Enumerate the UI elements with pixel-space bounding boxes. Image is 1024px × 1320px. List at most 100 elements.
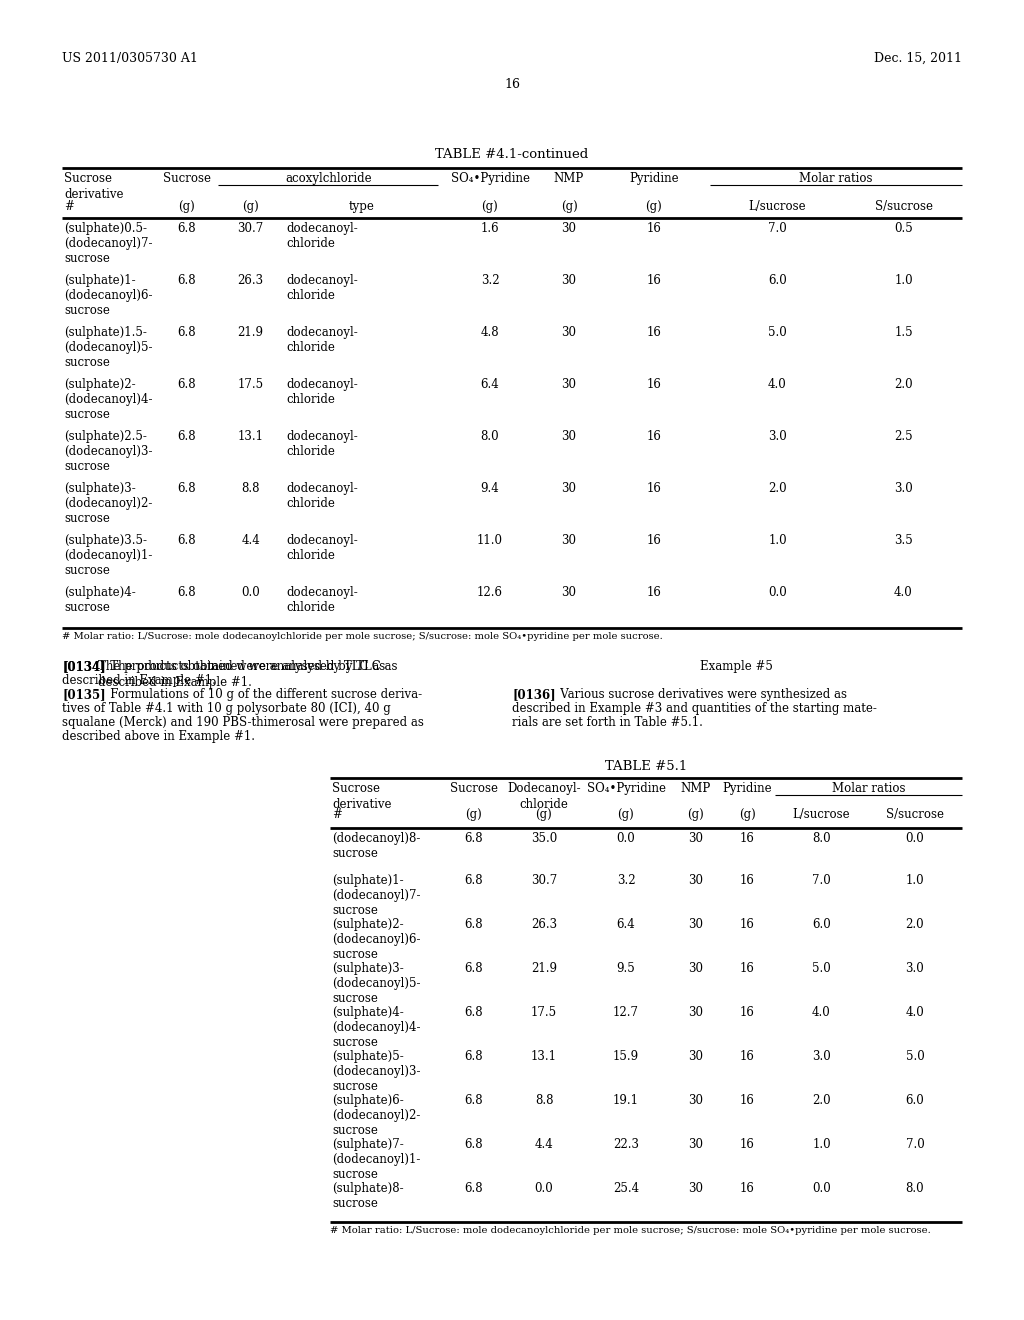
Text: #: # <box>332 808 342 821</box>
Text: 12.6: 12.6 <box>477 586 503 599</box>
Text: 7.0: 7.0 <box>812 874 830 887</box>
Text: 16: 16 <box>646 430 662 444</box>
Text: 30: 30 <box>561 482 577 495</box>
Text: 16: 16 <box>740 1181 755 1195</box>
Text: 8.0: 8.0 <box>905 1181 925 1195</box>
Text: (sulphate)2-
(dodecanoyl)4-
sucrose: (sulphate)2- (dodecanoyl)4- sucrose <box>63 378 153 421</box>
Text: dodecanoyl-
chloride: dodecanoyl- chloride <box>286 535 357 562</box>
Text: 21.9: 21.9 <box>531 962 557 975</box>
Text: 3.0: 3.0 <box>768 430 786 444</box>
Text: 30: 30 <box>688 874 703 887</box>
Text: 16: 16 <box>646 222 662 235</box>
Text: 16: 16 <box>740 874 755 887</box>
Text: SO₄•Pyridine: SO₄•Pyridine <box>587 781 666 795</box>
Text: 3.5: 3.5 <box>894 535 912 546</box>
Text: (g): (g) <box>536 808 552 821</box>
Text: Various sucrose derivatives were synthesized as: Various sucrose derivatives were synthes… <box>549 688 847 701</box>
Text: 30: 30 <box>561 535 577 546</box>
Text: 16: 16 <box>740 917 755 931</box>
Text: 6.0: 6.0 <box>905 1094 925 1107</box>
Text: 16: 16 <box>646 275 662 286</box>
Text: 30: 30 <box>561 586 577 599</box>
Text: L/sucrose: L/sucrose <box>793 808 850 821</box>
Text: 6.8: 6.8 <box>177 378 196 391</box>
Text: [0135]: [0135] <box>62 688 105 701</box>
Text: 0.0: 0.0 <box>535 1181 553 1195</box>
Text: 19.1: 19.1 <box>613 1094 639 1107</box>
Text: (g): (g) <box>481 201 499 213</box>
Text: 4.0: 4.0 <box>905 1006 925 1019</box>
Text: TABLE #4.1-continued: TABLE #4.1-continued <box>435 148 589 161</box>
Text: dodecanoyl-
chloride: dodecanoyl- chloride <box>286 586 357 614</box>
Text: 30: 30 <box>688 962 703 975</box>
Text: #: # <box>63 201 74 213</box>
Text: 16: 16 <box>646 378 662 391</box>
Text: 4.0: 4.0 <box>894 586 912 599</box>
Text: described in Example #3 and quantities of the starting mate-: described in Example #3 and quantities o… <box>512 702 877 715</box>
Text: Sucrose: Sucrose <box>450 781 498 795</box>
Text: 6.8: 6.8 <box>465 1094 483 1107</box>
Text: TABLE #5.1: TABLE #5.1 <box>605 760 687 774</box>
Text: 2.0: 2.0 <box>768 482 786 495</box>
Text: 30.7: 30.7 <box>238 222 263 235</box>
Text: 16: 16 <box>740 832 755 845</box>
Text: (g): (g) <box>617 808 635 821</box>
Text: 16: 16 <box>646 535 662 546</box>
Text: described in Example #1.: described in Example #1. <box>62 675 216 686</box>
Text: 6.0: 6.0 <box>812 917 830 931</box>
Text: 30: 30 <box>561 378 577 391</box>
Text: Dec. 15, 2011: Dec. 15, 2011 <box>874 51 962 65</box>
Text: 4.0: 4.0 <box>812 1006 830 1019</box>
Text: (sulphate)3-
(dodecanoyl)5-
sucrose: (sulphate)3- (dodecanoyl)5- sucrose <box>332 962 421 1005</box>
Text: NMP: NMP <box>681 781 711 795</box>
Text: Example #5: Example #5 <box>700 660 773 673</box>
Text: 30: 30 <box>688 1049 703 1063</box>
Text: 25.4: 25.4 <box>613 1181 639 1195</box>
Text: Pyridine: Pyridine <box>723 781 772 795</box>
Text: 6.8: 6.8 <box>177 586 196 599</box>
Text: (sulphate)4-
sucrose: (sulphate)4- sucrose <box>63 586 136 614</box>
Text: Sucrose
derivative: Sucrose derivative <box>63 172 124 201</box>
Text: (sulphate)1-
(dodecanoyl)6-
sucrose: (sulphate)1- (dodecanoyl)6- sucrose <box>63 275 153 317</box>
Text: acoxylchloride: acoxylchloride <box>286 172 373 185</box>
Text: 6.8: 6.8 <box>465 1138 483 1151</box>
Text: squalane (Merck) and 190 PBS-thimerosal were prepared as: squalane (Merck) and 190 PBS-thimerosal … <box>62 715 424 729</box>
Text: 4.8: 4.8 <box>480 326 500 339</box>
Text: 9.5: 9.5 <box>616 962 635 975</box>
Text: 30: 30 <box>561 275 577 286</box>
Text: 17.5: 17.5 <box>238 378 263 391</box>
Text: 30: 30 <box>688 1006 703 1019</box>
Text: 0.0: 0.0 <box>905 832 925 845</box>
Text: 2.0: 2.0 <box>894 378 912 391</box>
Text: 1.0: 1.0 <box>894 275 912 286</box>
Text: The products obtained were analysed by TLC as
described in Example #1.: The products obtained were analysed by T… <box>98 660 385 689</box>
Text: (sulphate)6-
(dodecanoyl)2-
sucrose: (sulphate)6- (dodecanoyl)2- sucrose <box>332 1094 421 1137</box>
Text: 6.8: 6.8 <box>177 535 196 546</box>
Text: dodecanoyl-
chloride: dodecanoyl- chloride <box>286 378 357 407</box>
Text: 1.5: 1.5 <box>894 326 912 339</box>
Text: 12.7: 12.7 <box>613 1006 639 1019</box>
Text: (sulphate)4-
(dodecanoyl)4-
sucrose: (sulphate)4- (dodecanoyl)4- sucrose <box>332 1006 421 1049</box>
Text: # Molar ratio: L/Sucrose: mole dodecanoylchloride per mole sucrose; S/sucrose: m: # Molar ratio: L/Sucrose: mole dodecanoy… <box>330 1226 931 1236</box>
Text: 1.0: 1.0 <box>768 535 786 546</box>
Text: 22.3: 22.3 <box>613 1138 639 1151</box>
Text: 30.7: 30.7 <box>530 874 557 887</box>
Text: # Molar ratio: L/Sucrose: mole dodecanoylchloride per mole sucrose; S/sucrose: m: # Molar ratio: L/Sucrose: mole dodecanoy… <box>62 632 663 642</box>
Text: 6.8: 6.8 <box>177 430 196 444</box>
Text: 8.8: 8.8 <box>535 1094 553 1107</box>
Text: S/sucrose: S/sucrose <box>886 808 944 821</box>
Text: 8.0: 8.0 <box>812 832 830 845</box>
Text: The products obtained were analysed by TLC as: The products obtained were analysed by T… <box>99 660 397 673</box>
Text: 9.4: 9.4 <box>480 482 500 495</box>
Text: 6.8: 6.8 <box>465 962 483 975</box>
Text: (sulphate)2.5-
(dodecanoyl)3-
sucrose: (sulphate)2.5- (dodecanoyl)3- sucrose <box>63 430 153 473</box>
Text: 16: 16 <box>740 1138 755 1151</box>
Text: 6.8: 6.8 <box>177 275 196 286</box>
Text: 16: 16 <box>740 1049 755 1063</box>
Text: S/sucrose: S/sucrose <box>874 201 933 213</box>
Text: 30: 30 <box>688 917 703 931</box>
Text: (g): (g) <box>466 808 482 821</box>
Text: 30: 30 <box>688 1181 703 1195</box>
Text: 3.0: 3.0 <box>812 1049 830 1063</box>
Text: 7.0: 7.0 <box>905 1138 925 1151</box>
